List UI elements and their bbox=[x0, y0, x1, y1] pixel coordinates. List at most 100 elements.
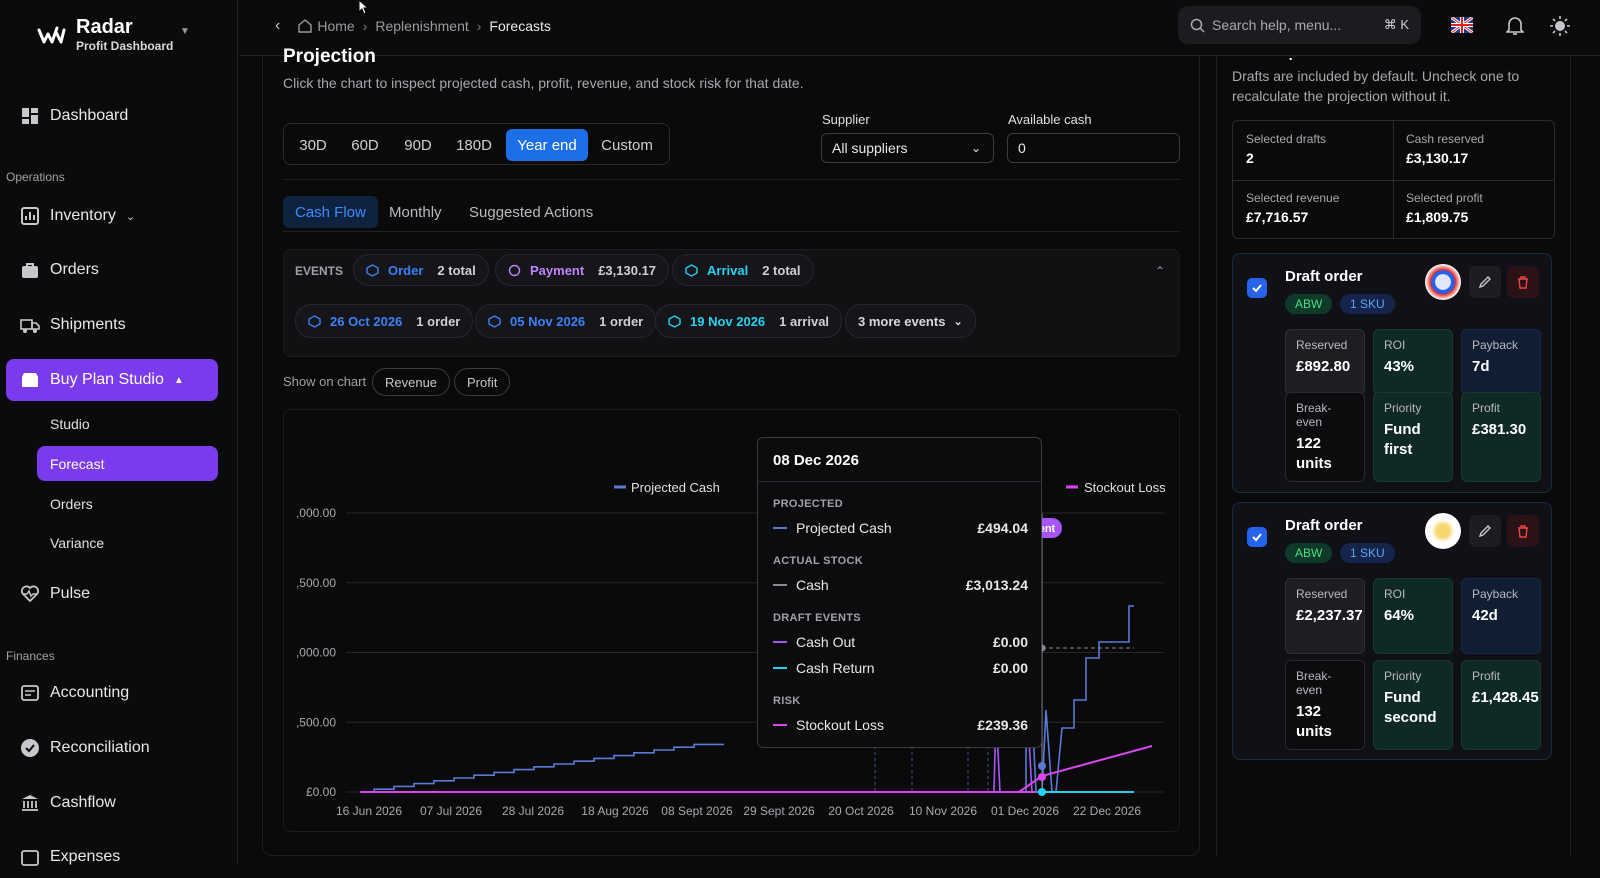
caret-down-icon[interactable]: ▼ bbox=[180, 26, 190, 37]
draft-include-checkbox[interactable] bbox=[1247, 527, 1267, 547]
bank-icon bbox=[22, 795, 38, 811]
metric-payback: Payback 42d bbox=[1461, 578, 1541, 654]
tab-suggested-actions[interactable]: Suggested Actions bbox=[469, 203, 594, 221]
edit-draft-button[interactable] bbox=[1469, 266, 1501, 298]
nav-dashboard[interactable]: Dashboard bbox=[6, 95, 218, 137]
subnav-variance[interactable]: Variance bbox=[50, 534, 105, 551]
check-icon bbox=[1252, 284, 1262, 293]
nav-accounting-label: Accounting bbox=[50, 684, 130, 701]
edit-draft-button[interactable] bbox=[1469, 515, 1501, 547]
mouse-cursor-icon bbox=[358, 0, 370, 14]
back-chevron-icon[interactable]: ‹ bbox=[275, 17, 281, 34]
breadcrumb-forecasts[interactable]: Forecasts bbox=[489, 18, 551, 34]
event-chip-arrival[interactable]: Arrival 2 total bbox=[672, 254, 814, 286]
breadcrumb-home[interactable]: Home bbox=[317, 18, 355, 34]
subnav-studio[interactable]: Studio bbox=[50, 415, 90, 432]
more-events-button[interactable]: 3 more events ⌄ bbox=[845, 304, 976, 338]
show-on-chart-label: Show on chart bbox=[283, 374, 367, 389]
tooltip-row-cash: Cash £3,013.24 bbox=[773, 575, 1028, 595]
home-icon bbox=[298, 19, 313, 33]
subnav-forecast[interactable]: Forecast bbox=[37, 446, 218, 481]
delete-draft-button[interactable] bbox=[1507, 515, 1539, 547]
nav-shipments[interactable]: Shipments bbox=[6, 304, 218, 346]
projection-panel bbox=[262, 56, 1200, 856]
events-panel: EVENTS Order 2 total Payment £3,130.17 A… bbox=[283, 249, 1180, 357]
tab-monthly[interactable]: Monthly bbox=[389, 203, 442, 221]
search-icon bbox=[1190, 18, 1205, 33]
event-date-26-oct[interactable]: 26 Oct 2026 1 order bbox=[295, 304, 474, 338]
metric-label: Priority bbox=[1384, 401, 1422, 415]
badge-sku-count: 1 SKU bbox=[1340, 543, 1395, 563]
sidebar: Radar Profit Dashboard ▼ Dashboard Opera… bbox=[0, 0, 238, 866]
legend-projected-cash: Projected Cash bbox=[631, 480, 720, 495]
section-operations: Operations bbox=[6, 170, 65, 184]
metric-value: 42d bbox=[1472, 607, 1498, 624]
product-thumbnail bbox=[1425, 513, 1461, 549]
coin-icon bbox=[508, 264, 521, 276]
toggle-revenue[interactable]: Revenue bbox=[372, 368, 451, 396]
range-custom[interactable]: Custom bbox=[601, 136, 653, 154]
subnav-orders[interactable]: Orders bbox=[50, 495, 93, 512]
app-logo[interactable]: Radar Profit Dashboard bbox=[36, 16, 173, 54]
available-cash-input[interactable]: 0 bbox=[1007, 133, 1180, 163]
tooltip-row-value: £0.00 bbox=[992, 634, 1028, 650]
range-30d[interactable]: 30D bbox=[299, 136, 327, 154]
events-label: EVENTS bbox=[295, 264, 344, 278]
check-circle-icon bbox=[21, 739, 39, 757]
event-payment-value: £3,130.17 bbox=[598, 262, 657, 278]
delete-draft-button[interactable] bbox=[1507, 266, 1539, 298]
tab-cash-flow[interactable]: Cash Flow bbox=[283, 196, 378, 228]
bell-icon[interactable] bbox=[1506, 16, 1524, 36]
collapse-chevron-icon[interactable]: ⌃ bbox=[1154, 264, 1165, 278]
available-cash-label: Available cash bbox=[1008, 112, 1092, 127]
x-tick-label: 28 Jul 2026 bbox=[502, 804, 564, 818]
nav-expenses[interactable]: Expenses bbox=[6, 836, 218, 878]
search-shortcut: ⌘ K bbox=[1383, 17, 1409, 32]
draft-order-card: Draft order ABW 1 SKU Reserved £2,237.37 … bbox=[1232, 502, 1552, 760]
event-date-05-nov[interactable]: 05 Nov 2026 1 order bbox=[475, 304, 657, 338]
event-date-19-nov[interactable]: 19 Nov 2026 1 arrival bbox=[655, 304, 843, 338]
y-tick-label: ,000.00 bbox=[296, 506, 336, 520]
tooltip-row-name: Cash Return bbox=[796, 660, 875, 676]
nav-pulse-label: Pulse bbox=[50, 585, 91, 602]
search-input[interactable]: Search help, menu... ⌘ K bbox=[1178, 6, 1421, 44]
range-year-end[interactable]: Year end bbox=[506, 129, 588, 161]
x-tick-label: 20 Oct 2026 bbox=[828, 804, 894, 818]
cash-flow-chart[interactable]: ,000.00,500.00,000.00,500.00 £0.00 16 Jun … bbox=[283, 409, 1180, 832]
draft-include-checkbox[interactable] bbox=[1247, 278, 1267, 298]
metric-roi: ROI 64% bbox=[1373, 578, 1453, 654]
legend-swatch bbox=[773, 667, 787, 669]
x-tick-label: 22 Dec 2026 bbox=[1073, 804, 1141, 818]
ledger-icon bbox=[21, 685, 39, 701]
app-name: Radar bbox=[76, 16, 133, 38]
nav-accounting[interactable]: Accounting bbox=[6, 672, 218, 714]
range-180d[interactable]: 180D bbox=[456, 136, 492, 154]
metric-value: £1,428.45 bbox=[1472, 689, 1539, 706]
nav-inventory[interactable]: Inventory ⌄ bbox=[6, 195, 218, 237]
y-tick-label: £0.00 bbox=[306, 785, 336, 799]
event-chip-order[interactable]: Order 2 total bbox=[353, 254, 489, 286]
supplier-select[interactable]: All suppliers ⌄ bbox=[821, 133, 994, 163]
stat-selected-drafts: Selected drafts 2 bbox=[1246, 132, 1326, 166]
range-90d[interactable]: 90D bbox=[404, 136, 432, 154]
nav-pulse[interactable]: Pulse bbox=[6, 573, 218, 615]
metric-label: ROI bbox=[1384, 587, 1406, 601]
nav-orders[interactable]: Orders bbox=[6, 249, 218, 291]
crosshair-point-return bbox=[1038, 788, 1046, 796]
range-60d[interactable]: 60D bbox=[351, 136, 379, 154]
page-title: Projection bbox=[283, 46, 376, 67]
nav-cashflow[interactable]: Cashflow bbox=[6, 782, 218, 824]
breadcrumb-replenishment[interactable]: Replenishment bbox=[375, 18, 469, 34]
nav-cashflow-label: Cashflow bbox=[50, 794, 116, 811]
event-chip-payment[interactable]: Payment £3,130.17 bbox=[495, 254, 670, 286]
store-icon bbox=[22, 373, 38, 387]
metric-label: Profit bbox=[1472, 669, 1501, 683]
metric-priority: Priority Fund second bbox=[1373, 660, 1453, 750]
nav-dashboard-label: Dashboard bbox=[50, 107, 129, 124]
sun-icon[interactable] bbox=[1549, 15, 1571, 37]
nav-reconciliation[interactable]: Reconciliation bbox=[6, 727, 218, 769]
nav-buy-plan-studio[interactable]: Buy Plan Studio ▲ bbox=[6, 359, 218, 401]
uk-flag-icon[interactable] bbox=[1451, 17, 1473, 33]
toggle-profit[interactable]: Profit bbox=[454, 368, 511, 396]
